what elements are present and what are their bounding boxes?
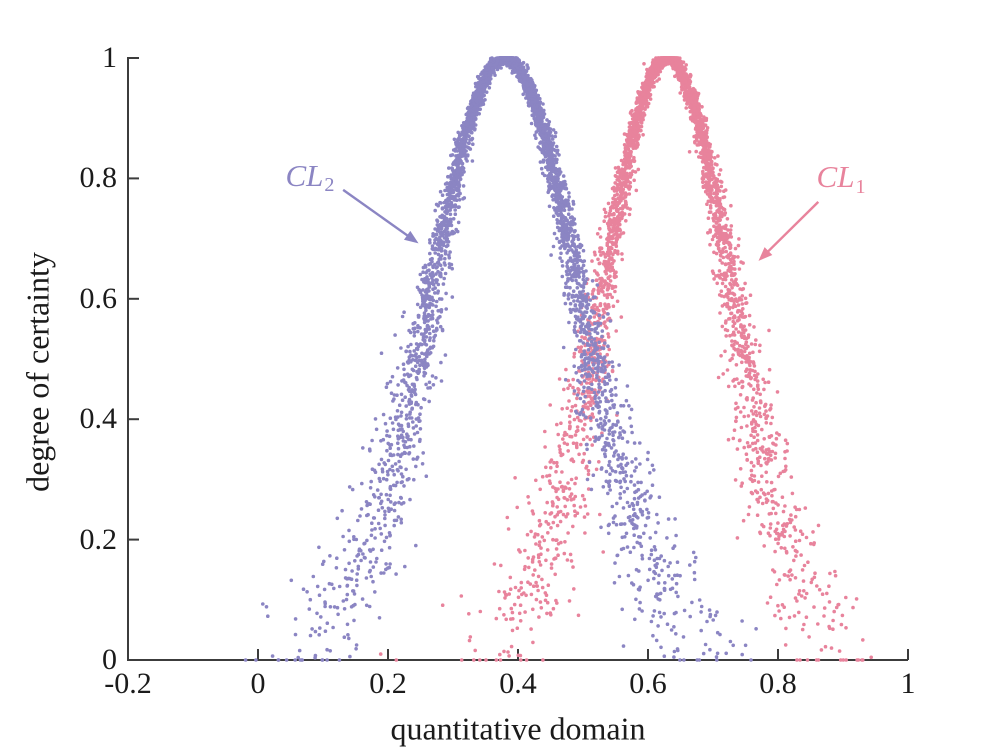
y-tick-label: 0.8 (79, 161, 118, 195)
cl1-label-subscript: 1 (855, 175, 866, 198)
cluster-CL2-points (243, 56, 758, 662)
x-tick-label: 0 (250, 667, 266, 700)
y-tick-label: 0 (102, 643, 117, 676)
x-axis-title: quantitative domain (390, 710, 646, 747)
cl2-label-text: CL (285, 157, 324, 193)
annotation-label-cl1: CL1 (817, 159, 866, 199)
cl1-label-text: CL (816, 159, 855, 195)
annotation-arrow-cl1 (758, 201, 820, 261)
cl2-label-subscript: 2 (324, 174, 335, 197)
axes (127, 57, 909, 661)
y-tick-label: 0.2 (79, 522, 118, 556)
y-axis-title: degree of certainty (19, 252, 56, 492)
x-tick-label: 0.2 (369, 667, 407, 700)
x-tick-label: 0.4 (499, 667, 537, 700)
annotation-label-cl2: CL2 (286, 158, 335, 198)
cluster-CL1-points (378, 56, 873, 662)
y-tick-label: 0.6 (79, 281, 118, 315)
x-tick-label: 1 (900, 667, 916, 700)
x-tick-label: -0.2 (104, 667, 152, 700)
y-tick-label: 0.4 (79, 402, 118, 436)
x-tick-label: 0.8 (759, 667, 797, 700)
x-tick-label: 0.6 (629, 667, 667, 700)
annotation-arrow-cl2 (342, 188, 419, 244)
y-tick-label: 1 (102, 41, 117, 74)
